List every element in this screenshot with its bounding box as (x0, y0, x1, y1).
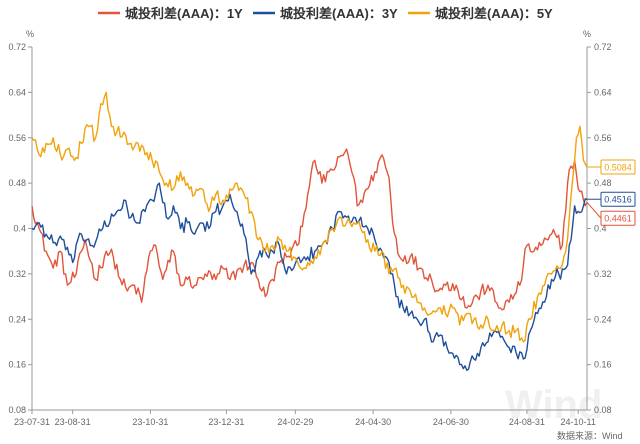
x-axis: 23-07-31 23-08-31 23-10-31 23-12-31 24-02-29… (14, 410, 596, 427)
y-tick-label-right: 0.64 (594, 87, 612, 97)
x-tick-label: 23-07-31 (14, 417, 50, 427)
legend: 城投利差(AAA)：1Y 城投利差(AAA)：3Y 城投利差(AAA)：5Y (98, 6, 553, 21)
y-tick-label-left: 0.24 (8, 314, 26, 324)
end-label-box (600, 210, 636, 226)
y-tick-label-left: 0.08 (8, 405, 26, 415)
y-unit-right: % (583, 29, 591, 39)
end-label-value: 0.5084 (604, 163, 632, 173)
y-unit-left: % (26, 29, 34, 39)
watermark: Wind (505, 383, 602, 427)
x-tick-label: 24-06-30 (433, 417, 469, 427)
series-line (31, 148, 588, 311)
source-note: 数据来源：Wind (557, 430, 623, 441)
x-tick-label: 23-12-31 (208, 417, 244, 427)
y-tick-label-right: 0.48 (594, 178, 612, 188)
series-line (31, 182, 588, 371)
series-group (31, 91, 588, 371)
x-tick-label: 23-08-31 (55, 417, 91, 427)
end-label-leader (586, 202, 602, 219)
legend-entry: 城投利差(AAA)：3Y (280, 6, 398, 21)
y-tick-label-right: 0.08 (594, 405, 612, 415)
y-axis-left: 0.08 0.16 0.24 0.32 0.4 0.48 0.56 0.64 0.72 (8, 42, 32, 415)
x-tick-label: 24-10-11 (560, 417, 595, 427)
x-tick-label: 23-10-31 (132, 417, 168, 427)
x-tick-label: 24-04-30 (355, 417, 391, 427)
x-tick-label: 24-02-29 (277, 417, 313, 427)
y-tick-label-right: 0.4 (594, 224, 607, 234)
y-tick-label-right: 0.24 (594, 314, 612, 324)
end-label-value: 0.4516 (604, 195, 632, 205)
y-tick-label-left: 0.64 (8, 87, 26, 97)
y-tick-label-right: 0.32 (594, 269, 612, 279)
y-tick-label-left: 0.4 (13, 224, 26, 234)
y-tick-label-right: 0.56 (594, 133, 612, 143)
legend-entry: 城投利差(AAA)：1Y (125, 6, 243, 21)
end-label-value: 0.4461 (604, 214, 632, 224)
y-tick-label-left: 0.16 (8, 360, 26, 370)
y-tick-label-right: 0.72 (594, 42, 612, 52)
y-tick-label-left: 0.72 (8, 42, 26, 52)
end-label-box (600, 159, 636, 175)
y-tick-label-left: 0.56 (8, 133, 26, 143)
end-labels: 0.5084 0.4516 0.4461 (586, 159, 636, 226)
y-tick-label-right: 0.16 (594, 360, 612, 370)
end-label-box (600, 191, 636, 207)
x-tick-label: 24-08-31 (509, 417, 545, 427)
y-tick-label-left: 0.32 (8, 269, 26, 279)
y-tick-label-left: 0.48 (8, 178, 26, 188)
axes (31, 47, 588, 411)
series-line (31, 91, 588, 343)
legend-entry: 城投利差(AAA)：5Y (435, 6, 553, 21)
y-axis-right: 0.08 0.16 0.24 0.32 0.4 0.48 0.56 0.64 0.72 (587, 42, 612, 415)
